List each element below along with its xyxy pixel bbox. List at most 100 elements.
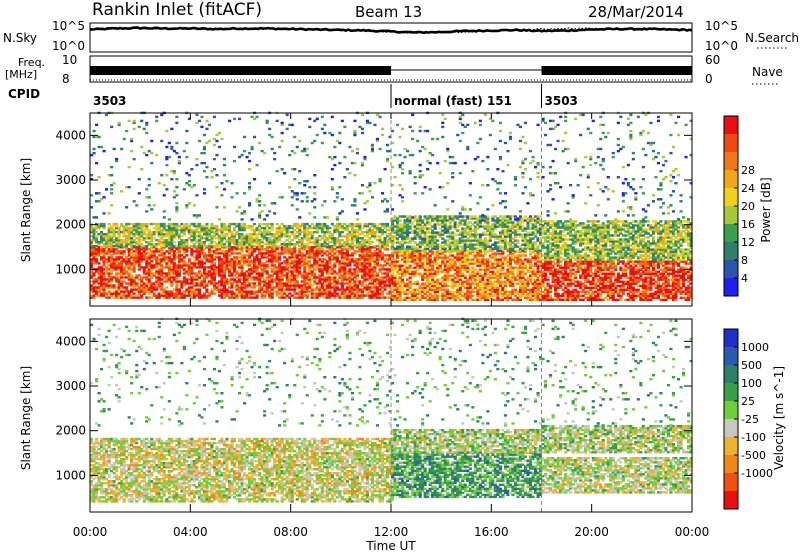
heatmap-cell [330, 239, 334, 242]
heatmap-cell [406, 292, 410, 296]
heatmap-cell [258, 230, 262, 234]
heatmap-cell [365, 239, 370, 242]
heatmap-cell [365, 252, 370, 255]
heatmap-cell [235, 248, 239, 251]
heatmap-cell [222, 245, 227, 248]
heatmap-cell [105, 266, 109, 269]
heatmap-cell [202, 241, 207, 244]
heatmap-cell [360, 268, 365, 271]
heatmap-cell [308, 268, 312, 271]
heatmap-cell [217, 235, 222, 238]
heatmap-cell [393, 264, 397, 267]
heatmap-cell [225, 278, 229, 281]
heatmap-cell [438, 262, 442, 265]
heatmap-cell [177, 233, 181, 236]
heatmap-cell [268, 282, 272, 285]
heatmap-cell [112, 228, 116, 232]
heatmap-cell [370, 256, 375, 259]
heatmap-cell [222, 222, 227, 226]
heatmap-cell [353, 239, 357, 242]
heatmap-cell [411, 266, 415, 269]
heatmap-cell [408, 252, 412, 255]
heatmap-cell [145, 237, 149, 240]
heatmap-cell [381, 258, 385, 261]
heatmap-cell [350, 226, 355, 230]
heatmap-cell [238, 222, 242, 226]
heatmap-cell [283, 284, 287, 287]
heatmap-cell [115, 276, 119, 279]
heatmap-cell [170, 228, 174, 232]
heatmap-cell [238, 278, 242, 281]
heatmap-cell [127, 262, 131, 265]
heatmap-cell [235, 296, 239, 299]
heatmap-cell [142, 250, 146, 253]
heatmap-cell [200, 226, 204, 230]
heatmap-cell [396, 296, 400, 300]
heatmap-cell [288, 296, 292, 299]
heatmap-cell [273, 254, 277, 257]
heatmap-cell [396, 290, 400, 294]
heatmap-cell [370, 294, 375, 297]
heatmap-cell [243, 237, 247, 240]
heatmap-cell [157, 224, 161, 228]
heatmap-cell [132, 292, 136, 295]
heatmap-cell [115, 230, 119, 234]
heatmap-cell [436, 256, 440, 259]
heatmap-cell [140, 235, 144, 238]
heatmap-cell [318, 274, 322, 277]
heatmap-cell [373, 245, 377, 248]
heatmap-cell [396, 272, 400, 275]
heatmap-cell [381, 286, 385, 289]
heatmap-cell [117, 268, 121, 271]
heatmap-cell [125, 243, 129, 246]
heatmap-cell [228, 296, 232, 299]
heatmap-cell [92, 274, 96, 277]
heatmap-cell [152, 256, 156, 259]
heatmap-cell [431, 298, 435, 302]
heatmap-cell [345, 264, 349, 267]
heatmap-cell [406, 282, 410, 285]
heatmap-cell [243, 278, 247, 281]
heatmap-cell [283, 243, 287, 246]
heatmap-cell [393, 296, 397, 300]
cpid-segment-label: 3503 [545, 94, 578, 108]
heatmap-cell [345, 282, 349, 285]
heatmap-cell [443, 274, 447, 277]
heatmap-cell [408, 260, 412, 263]
heatmap-cell [175, 224, 179, 228]
heatmap-cell [187, 245, 191, 248]
heatmap-cell [240, 266, 244, 269]
heatmap-cell [205, 258, 209, 261]
heatmap-cell [238, 292, 242, 295]
heatmap-cell [110, 276, 114, 279]
heatmap-cell [132, 222, 136, 226]
heatmap-cell [365, 254, 370, 257]
heatmap-cell [295, 237, 299, 240]
heatmap-cell [338, 272, 342, 275]
heatmap-cell [330, 233, 334, 236]
heatmap-cell [222, 226, 227, 230]
heatmap-cell [288, 282, 292, 285]
heatmap-cell [448, 294, 452, 298]
heatmap-cell [268, 274, 272, 277]
heatmap-cell [323, 241, 327, 244]
heatmap-cell [110, 235, 114, 238]
heatmap-cell [222, 237, 227, 240]
heatmap-cell [398, 280, 402, 283]
heatmap-cell [105, 268, 109, 271]
heatmap-cell [273, 239, 277, 242]
heatmap-cell [431, 260, 435, 263]
heatmap-cell [240, 290, 244, 293]
heatmap-cell [147, 296, 151, 299]
heatmap-cell [200, 252, 204, 255]
heatmap-cell [152, 222, 156, 226]
heatmap-cell [140, 254, 144, 257]
heatmap-cell [243, 256, 247, 259]
heatmap-cell [378, 228, 382, 232]
heatmap-cell [275, 226, 279, 230]
heatmap-cell [243, 226, 247, 230]
heatmap-cell [150, 272, 154, 275]
heatmap-cell [398, 260, 402, 263]
heatmap-cell [92, 290, 96, 293]
heatmap-cell [370, 224, 375, 228]
